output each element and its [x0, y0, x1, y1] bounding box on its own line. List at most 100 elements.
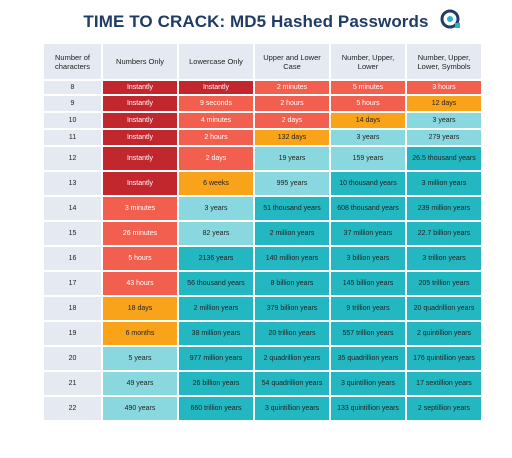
character-count-cell: 13 — [44, 172, 101, 195]
crack-time-cell: 140 million years — [255, 247, 329, 270]
character-count-cell: 15 — [44, 222, 101, 245]
crack-time-cell: 3 billion years — [331, 247, 405, 270]
o-logo-icon — [440, 9, 460, 29]
crack-time-cell: 9 seconds — [179, 96, 253, 111]
crack-time-cell: 2 minutes — [255, 81, 329, 94]
crack-time-cell: 3 minutes — [103, 197, 177, 220]
crack-time-cell: 35 quadrillion years — [331, 347, 405, 370]
column-header: Lowercase Only — [179, 44, 253, 79]
crack-time-cell: 51 thousand years — [255, 197, 329, 220]
crack-time-cell: 205 trillion years — [407, 272, 481, 295]
crack-time-cell: Instantly — [103, 81, 177, 94]
crack-time-cell: Instantly — [179, 81, 253, 94]
character-count-cell: 11 — [44, 130, 101, 145]
crack-time-cell: 18 days — [103, 297, 177, 320]
crack-time-cell: 2 quadrillion years — [255, 347, 329, 370]
crack-time-cell: 49 years — [103, 372, 177, 395]
crack-time-cell: 2 days — [179, 147, 253, 170]
crack-time-cell: 3 years — [179, 197, 253, 220]
crack-time-cell: 490 years — [103, 397, 177, 420]
crack-time-cell: 54 quadrillion years — [255, 372, 329, 395]
crack-time-cell: 82 years — [179, 222, 253, 245]
crack-time-cell: 4 minutes — [179, 113, 253, 128]
crack-time-cell: 38 million years — [179, 322, 253, 345]
column-header: Number, Upper, Lower, Symbols — [407, 44, 481, 79]
crack-time-cell: 26 billion years — [179, 372, 253, 395]
crack-time-cell: 557 trillion years — [331, 322, 405, 345]
header-row: Number of characters Numbers Only Lowercas… — [44, 44, 481, 79]
crack-time-cell: 37 million years — [331, 222, 405, 245]
crack-time-cell: 2 million years — [179, 297, 253, 320]
table-row: 12 Instantly 2 days 19 years 159 years 26.5 t… — [44, 147, 481, 170]
character-count-cell: 16 — [44, 247, 101, 270]
crack-time-cell: Instantly — [103, 96, 177, 111]
crack-time-cell: 145 billion years — [331, 272, 405, 295]
crack-time-cell: 26 minutes — [103, 222, 177, 245]
crack-time-cell: 133 quintillion years — [331, 397, 405, 420]
crack-time-cell: 608 thousand years — [331, 197, 405, 220]
crack-time-cell: 3 years — [331, 130, 405, 145]
character-count-cell: 12 — [44, 147, 101, 170]
crack-time-cell: 6 months — [103, 322, 177, 345]
table-row: 15 26 minutes 82 years 2 million years 37 mi… — [44, 222, 481, 245]
table-row: 9 Instantly 9 seconds 2 hours 5 hours 12 days — [44, 96, 481, 111]
crack-time-cell: 3 quintillion years — [255, 397, 329, 420]
crack-time-cell: 19 years — [255, 147, 329, 170]
crack-time-cell: 2136 years — [179, 247, 253, 270]
table-body: 8 Instantly Instantly 2 minutes 5 minutes 3 h… — [44, 81, 481, 420]
page-title: TIME TO CRACK: MD5 Hashed Passwords — [83, 12, 429, 31]
crack-time-cell: 43 hours — [103, 272, 177, 295]
column-header: Number of characters — [44, 44, 101, 79]
crack-time-cell: 3 trillion years — [407, 247, 481, 270]
crack-time-cell: 279 years — [407, 130, 481, 145]
crack-time-cell: 2 septillion years — [407, 397, 481, 420]
table-row: 19 6 months 38 million years 20 trillion ye… — [44, 322, 481, 345]
crack-time-cell: 5 minutes — [331, 81, 405, 94]
crack-time-cell: 2 quintillion years — [407, 322, 481, 345]
crack-time-cell: 2 hours — [179, 130, 253, 145]
character-count-cell: 18 — [44, 297, 101, 320]
crack-time-cell: 2 million years — [255, 222, 329, 245]
crack-time-cell: 159 years — [331, 147, 405, 170]
crack-time-cell: 132 days — [255, 130, 329, 145]
crack-time-cell: 14 days — [331, 113, 405, 128]
character-count-cell: 20 — [44, 347, 101, 370]
crack-time-cell: 239 million years — [407, 197, 481, 220]
table-row: 17 43 hours 56 thousand years 8 billion yea… — [44, 272, 481, 295]
crack-time-cell: 6 weeks — [179, 172, 253, 195]
crack-time-cell: 379 billion years — [255, 297, 329, 320]
table-row: 8 Instantly Instantly 2 minutes 5 minutes 3 h… — [44, 81, 481, 94]
crack-time-cell: 2 days — [255, 113, 329, 128]
crack-time-cell: 26.5 thousand years — [407, 147, 481, 170]
crack-time-cell: 5 hours — [331, 96, 405, 111]
crack-time-cell: 3 hours — [407, 81, 481, 94]
table-row: 13 Instantly 6 weeks 995 years 10 thousand y… — [44, 172, 481, 195]
table-row: 10 Instantly 4 minutes 2 days 14 days 3 years — [44, 113, 481, 128]
crack-time-cell: 56 thousand years — [179, 272, 253, 295]
crack-time-cell: 17 sextillion years — [407, 372, 481, 395]
character-count-cell: 19 — [44, 322, 101, 345]
crack-time-cell: 20 quadrillion years — [407, 297, 481, 320]
crack-time-cell: 12 days — [407, 96, 481, 111]
character-count-cell: 21 — [44, 372, 101, 395]
crack-time-cell: Instantly — [103, 130, 177, 145]
crack-time-cell: Instantly — [103, 113, 177, 128]
table-row: 16 5 hours 2136 years 140 million years 3 bi… — [44, 247, 481, 270]
crack-time-cell: 9 trillion years — [331, 297, 405, 320]
character-count-cell: 10 — [44, 113, 101, 128]
table-row: 11 Instantly 2 hours 132 days 3 years 279 yea… — [44, 130, 481, 145]
crack-time-cell: 5 years — [103, 347, 177, 370]
crack-time-cell: 8 billion years — [255, 272, 329, 295]
character-count-cell: 14 — [44, 197, 101, 220]
character-count-cell: 8 — [44, 81, 101, 94]
table-row: 22 490 years 660 trillion years 3 quintilli… — [44, 397, 481, 420]
crack-time-cell: 3 years — [407, 113, 481, 128]
table-row: 21 49 years 26 billion years 54 quadrillion… — [44, 372, 481, 395]
character-count-cell: 9 — [44, 96, 101, 111]
column-header: Number, Upper, Lower — [331, 44, 405, 79]
crack-time-cell: Instantly — [103, 172, 177, 195]
table-row: 20 5 years 977 million years 2 quadrillion … — [44, 347, 481, 370]
crack-time-table: Number of characters Numbers Only Lowercas… — [42, 42, 483, 422]
column-header: Upper and Lower Case — [255, 44, 329, 79]
column-header: Numbers Only — [103, 44, 177, 79]
